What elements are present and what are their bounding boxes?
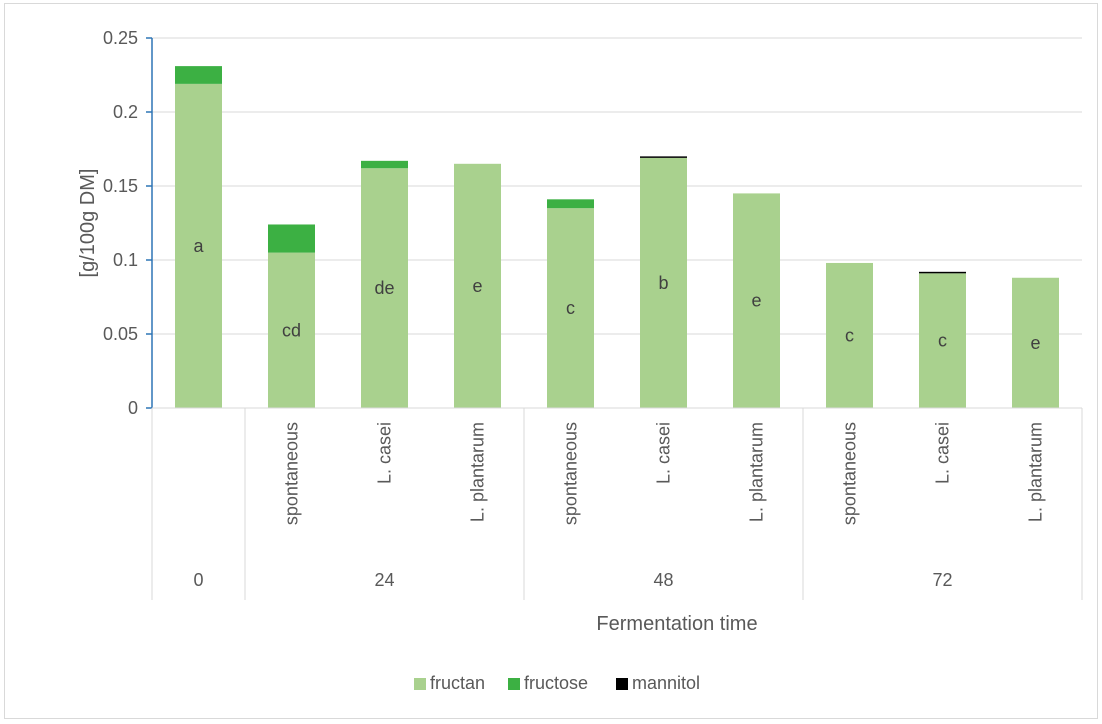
bar-letter-label: a [193,236,204,256]
bar-fructan [640,157,687,408]
y-tick-label: 0 [128,398,138,418]
y-tick-label: 0.1 [113,250,138,270]
bar-fructan [361,168,408,408]
legend-label-fructan: fructan [430,673,485,693]
x-group-label: 24 [374,570,394,590]
bar-fructose [547,199,594,209]
bar-fructan [454,163,501,408]
bar-mannitol [919,271,966,274]
bar-letter-label: c [566,298,575,318]
bar-mannitol [640,156,687,158]
x-group-label: 72 [932,570,952,590]
bar-fructose [361,160,408,169]
bar-fructan [1012,277,1059,408]
bar-letter-label: e [1030,333,1040,353]
bar-letter-label: de [374,278,394,298]
bar-fructose [268,224,315,253]
y-tick-label: 0.25 [103,28,138,48]
y-tick-label: 0.2 [113,102,138,122]
y-axis-title: [g/100g DM] [77,169,99,278]
bar-fructan [826,262,873,408]
bar-fructan [919,273,966,408]
bar-fructan [268,252,315,408]
bar-fructan [547,208,594,408]
bar-letter-label: cd [282,320,301,340]
legend-swatch-mannitol [616,678,628,690]
y-tick-label: 0.05 [103,324,138,344]
x-axis-title: Fermentation time [596,613,757,635]
bar-fructan [733,193,780,408]
x-category-label: spontaneous [840,422,860,525]
legend-label-fructose: fructose [524,673,588,693]
x-category-label: L. plantarum [468,422,488,522]
bar-letter-label: b [658,273,668,293]
x-category-label: L. plantarum [747,422,767,522]
x-category-label: L. casei [654,422,674,484]
bar-fructan [175,83,222,408]
x-category-label: spontaneous [282,422,302,525]
x-category-label: L. casei [933,422,953,484]
x-category-label: L. plantarum [1026,422,1046,522]
bar-letter-label: c [938,331,947,351]
legend-swatch-fructan [414,678,426,690]
y-tick-label: 0.15 [103,176,138,196]
legend-swatch-fructose [508,678,520,690]
bar-letter-label: e [751,291,761,311]
bar-fructose [175,66,222,84]
x-group-label: 48 [653,570,673,590]
x-group-label: 0 [193,570,203,590]
legend-label-mannitol: mannitol [632,673,700,693]
x-category-label: L. casei [375,422,395,484]
bar-letter-label: c [845,325,854,345]
x-category-label: spontaneous [561,422,581,525]
bar-letter-label: e [472,276,482,296]
